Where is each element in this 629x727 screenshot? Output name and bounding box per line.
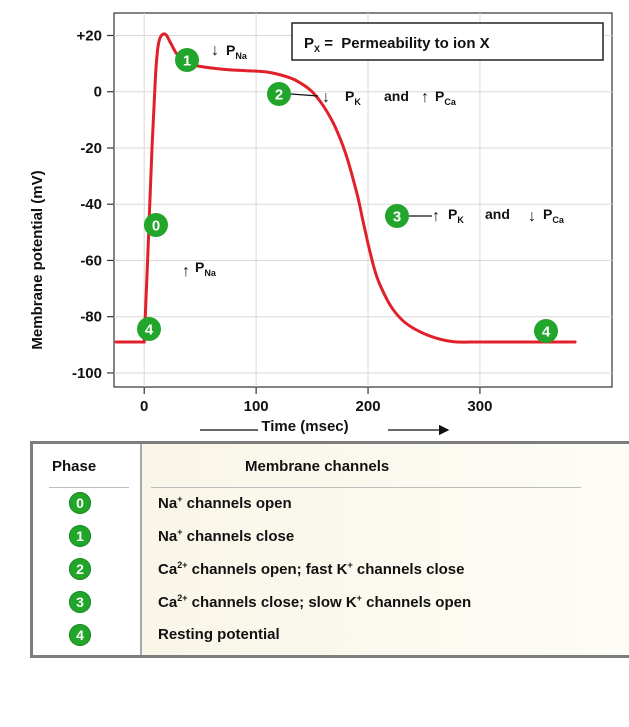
table-row: 4 Resting potential — [33, 624, 629, 657]
y-tick-label: -40 — [80, 196, 102, 213]
channel-description: Na+ channels close — [158, 527, 295, 545]
svg-text:PX = Permeability to ion X: PX = Permeability to ion X — [304, 35, 490, 54]
y-tick-label: -100 — [72, 365, 102, 382]
y-tick-label: 0 — [94, 84, 102, 101]
phase-table: Phase Membrane channels 0 Na+ channels op… — [30, 441, 629, 658]
x-tick-label: 0 — [140, 398, 148, 415]
svg-text:4: 4 — [145, 322, 154, 339]
table-row: 3 Ca2+ channels close; slow K+ channels o… — [33, 591, 629, 624]
svg-text:PCa: PCa — [543, 206, 565, 225]
channel-description: Na+ channels open — [158, 494, 292, 512]
svg-text:3: 3 — [393, 209, 401, 226]
svg-text:and: and — [384, 88, 409, 104]
y-tick-label: +20 — [77, 27, 102, 44]
y-tick-label: -80 — [80, 309, 102, 326]
up-arrow-icon: ↑ — [432, 208, 440, 225]
channel-description: Ca2+ channels open; fast K+ channels clo… — [158, 560, 465, 578]
phase-badge: 4 — [69, 624, 91, 646]
x-tick-label: 300 — [467, 398, 492, 415]
y-axis-ticks: +20 0 -20 -40 -60 -80 -100 — [72, 27, 114, 382]
svg-text:PNa: PNa — [226, 42, 248, 61]
phase-badge: 0 — [69, 492, 91, 514]
header-membrane-channels: Membrane channels — [245, 458, 390, 475]
phase-badge: 1 — [69, 525, 91, 547]
phase-badge: 2 — [69, 558, 91, 580]
annotation-phase-1: ↓ PNa — [211, 42, 248, 61]
svg-text:0: 0 — [152, 218, 160, 235]
legend-symbol: P — [304, 35, 314, 52]
leader-line-2 — [290, 93, 319, 97]
svg-text:2: 2 — [275, 87, 283, 104]
up-arrow-icon: ↑ — [182, 263, 190, 280]
annotation-phase-2: ↓ PK and ↑ PCa — [322, 88, 457, 107]
legend-text: = Permeability to ion X — [320, 35, 490, 52]
phase-badge-1: 1 — [175, 48, 199, 72]
legend-box: PX = Permeability to ion X — [291, 22, 604, 61]
phase-badge-3: 3 — [385, 204, 409, 228]
x-axis-ticks: 0 100 200 300 — [140, 387, 492, 415]
svg-text:PCa: PCa — [435, 88, 457, 107]
phase-badge-2: 2 — [267, 82, 291, 106]
down-arrow-icon: ↓ — [322, 89, 330, 106]
header-phase: Phase — [52, 458, 97, 475]
channel-description: Ca2+ channels close; slow K+ channels op… — [158, 593, 472, 611]
annotation-phase-3: ↑ PK and ↓ PCa — [432, 206, 565, 225]
x-axis-label: Time (msec) — [261, 418, 348, 435]
action-potential-curve — [114, 32, 577, 344]
svg-text:and: and — [485, 206, 510, 222]
phase-badge-0: 0 — [144, 213, 168, 237]
x-tick-label: 100 — [244, 398, 269, 415]
svg-text:1: 1 — [183, 53, 191, 70]
header-underline-channels — [151, 487, 581, 488]
svg-text:4: 4 — [542, 324, 551, 341]
annotation-phase-0: ↑ PNa — [182, 259, 217, 280]
table-divider — [140, 444, 142, 655]
phase-badge: 3 — [69, 591, 91, 613]
table-row: 0 Na+ channels open — [33, 492, 629, 525]
y-tick-label: -60 — [80, 252, 102, 269]
y-tick-label: -20 — [80, 140, 102, 157]
channel-description: Resting potential — [158, 626, 280, 643]
table-row: 2 Ca2+ channels open; fast K+ channels cl… — [33, 558, 629, 591]
plot-frame — [113, 12, 613, 388]
action-potential-figure: +20 0 -20 -40 -60 -80 -100 0 100 200 300 PX = Per… — [29, 12, 613, 436]
down-arrow-icon: ↓ — [211, 42, 219, 59]
svg-text:PK: PK — [345, 88, 361, 107]
down-arrow-icon: ↓ — [528, 208, 536, 225]
phase-badge-4-left: 4 — [137, 317, 161, 341]
phase-badge-4-right: 4 — [534, 319, 558, 343]
y-axis-label: Membrane potential (mV) — [29, 170, 46, 349]
svg-text:PNa: PNa — [195, 259, 217, 278]
x-tick-label: 200 — [356, 398, 381, 415]
table-row: 1 Na+ channels close — [33, 525, 629, 558]
legend-subscript: X — [314, 44, 320, 54]
up-arrow-icon: ↑ — [421, 89, 429, 106]
header-underline-phase — [49, 487, 129, 488]
svg-text:PK: PK — [448, 206, 464, 225]
